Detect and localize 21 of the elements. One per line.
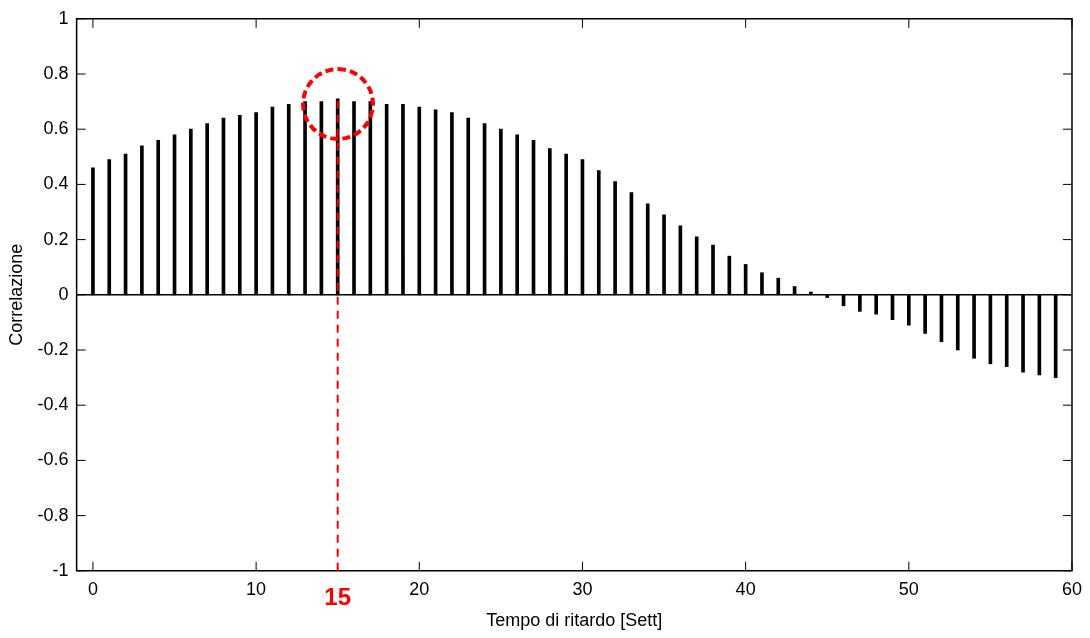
y-tick-label: -0.8 [37, 504, 69, 525]
y-tick-label: 0.8 [43, 62, 69, 83]
y-tick-label: 0 [58, 283, 69, 304]
x-tick-label: 10 [246, 578, 267, 599]
y-tick-label: -1 [52, 559, 69, 580]
y-tick-label: 0.2 [43, 228, 69, 249]
x-tick-label: 50 [898, 578, 919, 599]
x-tick-label: 30 [572, 578, 593, 599]
x-axis-title: Tempo di ritardo [Sett] [486, 610, 663, 631]
ref-line-label: 15 [324, 583, 352, 611]
x-tick-label: 20 [409, 578, 430, 599]
y-tick-label: -0.2 [37, 338, 69, 359]
y-tick-label: 0.4 [43, 173, 69, 194]
x-tick-label: 60 [1061, 578, 1082, 599]
y-axis-title: Correlazione [5, 243, 26, 346]
y-tick-label: -0.6 [37, 449, 69, 470]
x-tick-label: 40 [735, 578, 756, 599]
y-tick-label: -0.4 [37, 394, 69, 415]
y-tick-label: 0.6 [43, 118, 69, 139]
x-tick-label: 0 [87, 578, 98, 599]
y-tick-label: 1 [58, 7, 69, 28]
